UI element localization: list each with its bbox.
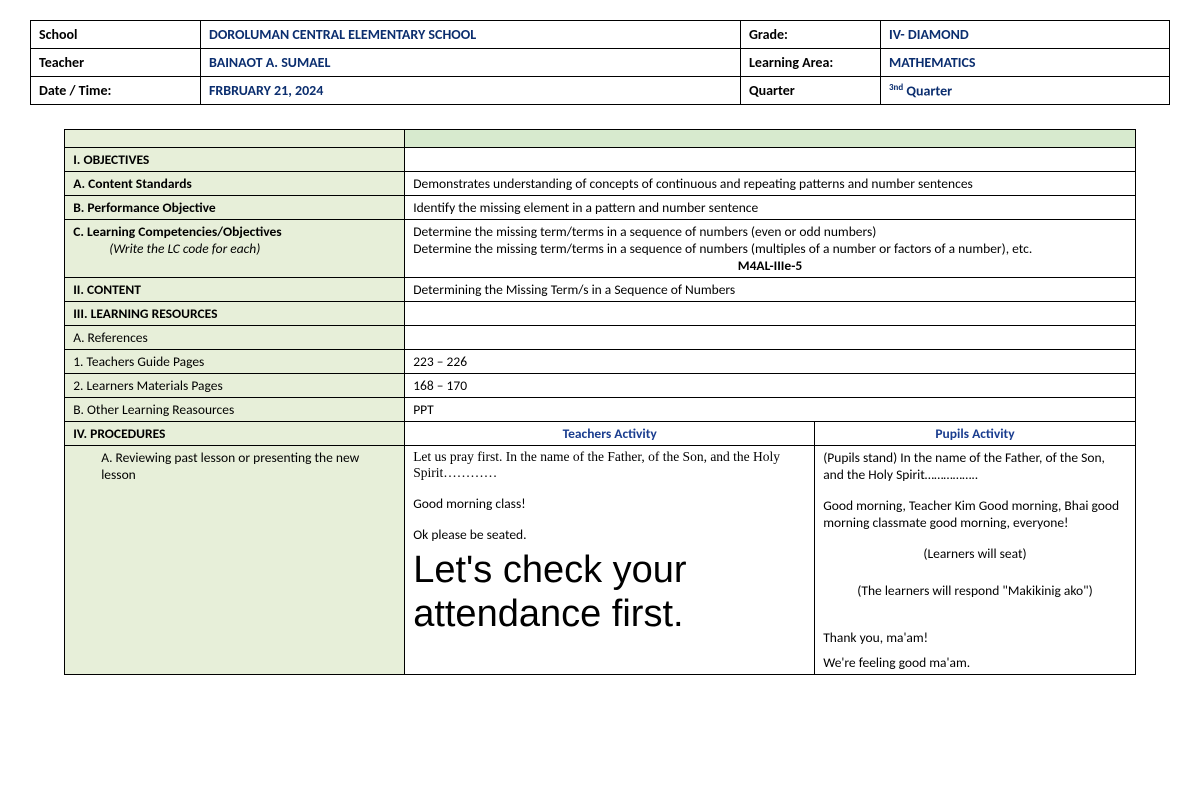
learning-area-label: Learning Area: bbox=[741, 49, 881, 77]
resources-empty bbox=[405, 302, 1136, 326]
other-resources-value: PPT bbox=[405, 398, 1136, 422]
lesson-plan-table: I. OBJECTIVES A. Content Standards Demon… bbox=[64, 129, 1136, 675]
date-time-label: Date / Time: bbox=[31, 77, 201, 105]
pupil-line-1: (Pupils stand) In the name of the Father… bbox=[823, 449, 1127, 483]
pupils-activity-head: Pupils Activity bbox=[815, 422, 1136, 446]
lc-subtitle: (Write the LC code for each) bbox=[73, 240, 396, 257]
resources-head: III. LEARNING RESOURCES bbox=[65, 302, 405, 326]
lesson-header-table: School DOROLUMAN CENTRAL ELEMENTARY SCHO… bbox=[30, 20, 1170, 105]
lc-title: C. Learning Competencies/Objectives bbox=[73, 223, 281, 240]
lc-line1: Determine the missing term/terms in a se… bbox=[413, 223, 876, 240]
lc-code: M4AL-IIIe-5 bbox=[413, 257, 1127, 274]
procedure-a-label: A. Reviewing past lesson or presenting t… bbox=[65, 446, 405, 675]
pupil-line-6: We're feeling good ma'am. bbox=[823, 654, 970, 671]
teacher-value: BAINAOT A. SUMAEL bbox=[201, 49, 741, 77]
performance-objective-value: Identify the missing element in a patter… bbox=[405, 196, 1136, 220]
teacher-label: Teacher bbox=[31, 49, 201, 77]
pupil-line-4: (The learners will respond "Makikinig ak… bbox=[823, 582, 1127, 599]
performance-objective-label: B. Performance Objective bbox=[65, 196, 405, 220]
school-label: School bbox=[31, 21, 201, 49]
school-value: DOROLUMAN CENTRAL ELEMENTARY SCHOOL bbox=[201, 21, 741, 49]
spacer-row bbox=[65, 130, 1136, 148]
grade-value: IV- DIAMOND bbox=[881, 21, 1170, 49]
pupils-activity-cell: (Pupils stand) In the name of the Father… bbox=[815, 446, 1136, 675]
content-standards-value: Demonstrates understanding of concepts o… bbox=[405, 172, 1136, 196]
objectives-empty bbox=[405, 148, 1136, 172]
teachers-guide-label: 1. Teachers Guide Pages bbox=[65, 350, 405, 374]
other-resources-label: B. Other Learning Reasources bbox=[65, 398, 405, 422]
references-empty bbox=[405, 326, 1136, 350]
learning-competencies-value: Determine the missing term/terms in a se… bbox=[405, 220, 1136, 278]
pupil-line-3: (Learners will seat) bbox=[823, 545, 1127, 562]
content-value: Determining the Missing Term/s in a Sequ… bbox=[405, 278, 1136, 302]
objectives-head: I. OBJECTIVES bbox=[65, 148, 405, 172]
quarter-label: Quarter bbox=[741, 77, 881, 105]
quarter-sup: 3nd bbox=[889, 82, 903, 93]
learning-area-value: MATHEMATICS bbox=[881, 49, 1170, 77]
date-time-value: FRBRUARY 21, 2024 bbox=[201, 77, 741, 105]
teachers-activity-cell: Let us pray first. In the name of the Fa… bbox=[405, 446, 815, 675]
procedure-a-text: A. Reviewing past lesson or presenting t… bbox=[73, 449, 396, 483]
content-standards-label: A. Content Standards bbox=[65, 172, 405, 196]
teachers-activity-head: Teachers Activity bbox=[405, 422, 815, 446]
references-label: A. References bbox=[65, 326, 405, 350]
teacher-line-4: Let's check your attendance first. bbox=[413, 535, 686, 635]
lc-line2: Determine the missing term/terms in a se… bbox=[413, 240, 1032, 257]
pupil-line-2: Good morning, Teacher Kim Good morning, … bbox=[823, 497, 1127, 531]
grade-label: Grade: bbox=[741, 21, 881, 49]
content-head: II. CONTENT bbox=[65, 278, 405, 302]
teacher-line-1: Let us pray first. In the name of the Fa… bbox=[413, 449, 806, 481]
teacher-line-2: Good morning class! bbox=[413, 495, 806, 512]
procedures-head: IV. PROCEDURES bbox=[65, 422, 405, 446]
learners-materials-value: 168 – 170 bbox=[405, 374, 1136, 398]
learners-materials-label: 2. Learners Materials Pages bbox=[65, 374, 405, 398]
quarter-text: Quarter bbox=[903, 82, 952, 99]
quarter-value: 3nd Quarter bbox=[881, 77, 1170, 105]
pupil-line-5: Thank you, ma'am! bbox=[823, 629, 1127, 646]
teachers-guide-value: 223 – 226 bbox=[405, 350, 1136, 374]
learning-competencies-label: C. Learning Competencies/Objectives (Wri… bbox=[65, 220, 405, 278]
